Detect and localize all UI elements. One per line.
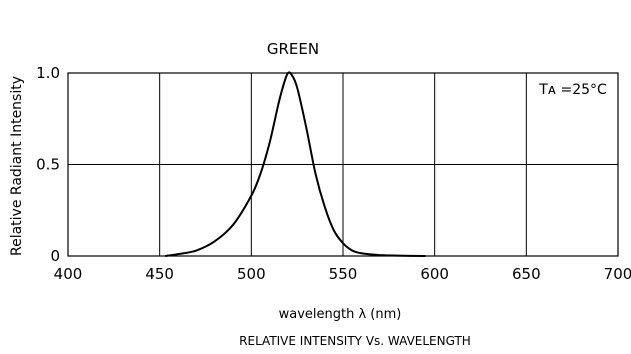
series-line <box>165 71 426 257</box>
x-tick-label: 500 <box>237 265 266 283</box>
x-tick-label: 700 <box>604 265 631 283</box>
x-tick-label: 650 <box>512 265 541 283</box>
chart-title: GREEN <box>267 40 319 58</box>
y-tick-label: 0.5 <box>36 156 60 174</box>
x-tick-label: 600 <box>420 265 449 283</box>
y-axis-label: Relative Radiant Intensity <box>9 76 25 256</box>
grid <box>68 73 618 256</box>
x-tick-label: 450 <box>145 265 174 283</box>
y-tick-label: 1.0 <box>36 64 60 82</box>
x-axis-label: wavelength λ (nm) <box>279 307 402 322</box>
x-tick-label: 400 <box>54 265 83 283</box>
y-tick-labels: 0 0.5 1.0 <box>36 64 60 265</box>
y-tick-label: 0 <box>50 247 60 265</box>
temperature-annotation: Tᴀ =25°C <box>538 82 607 98</box>
x-tick-labels: 400 450 500 550 600 650 700 <box>54 265 631 283</box>
plot-frame <box>67 72 619 257</box>
x-tick-label: 550 <box>329 265 358 283</box>
chart-caption: RELATIVE INTENSITY Vs. WAVELENGTH <box>239 334 471 348</box>
